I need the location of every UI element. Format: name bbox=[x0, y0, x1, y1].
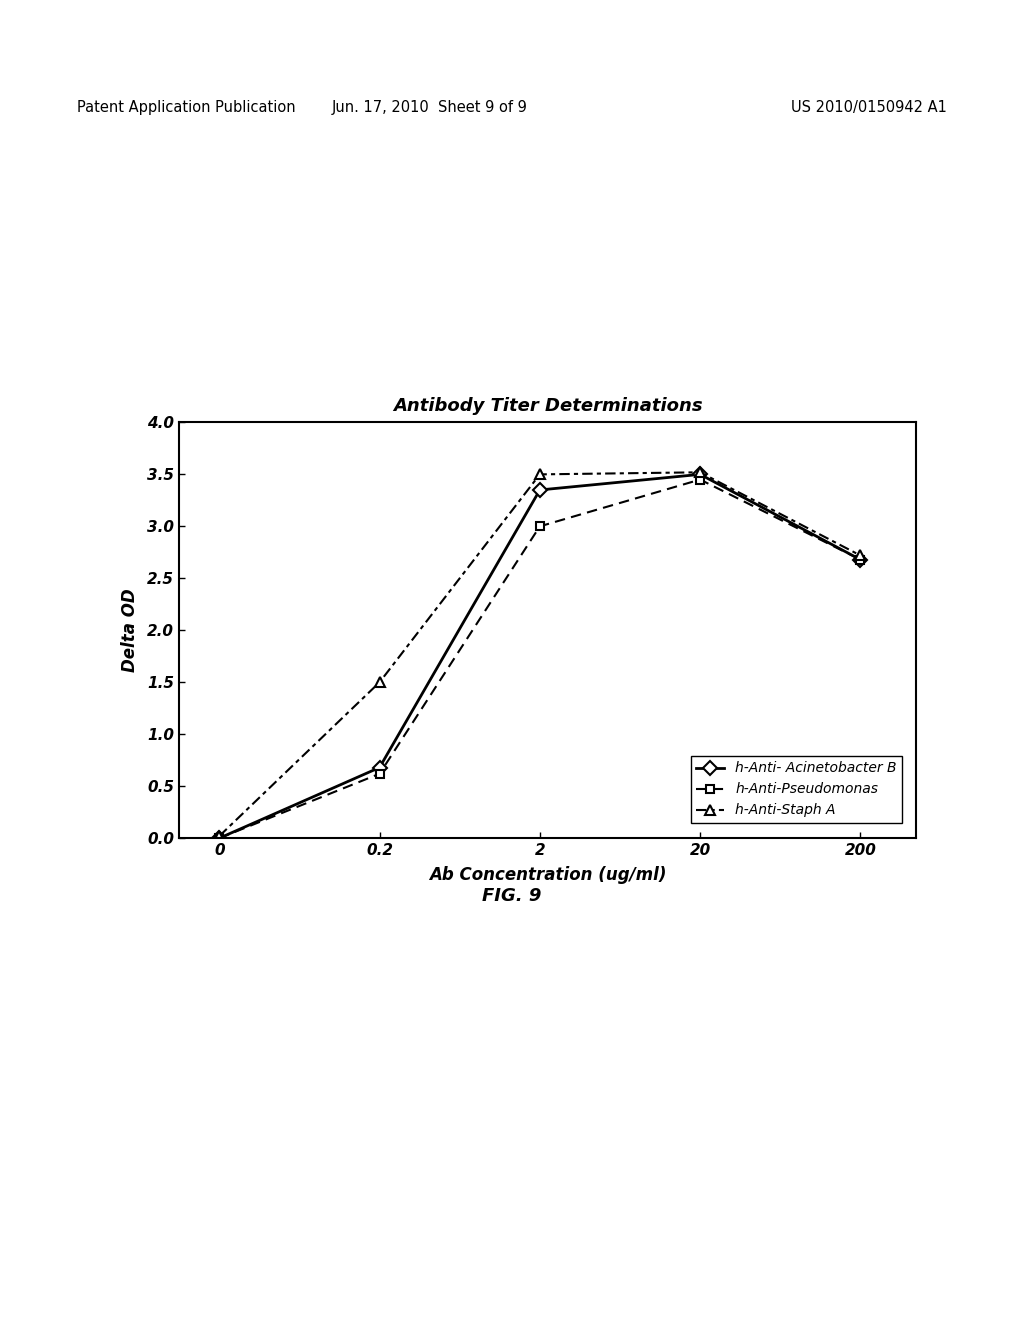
h-Anti-Staph A bbox=[213, 828, 225, 843]
Line: h-Anti-Staph A: h-Anti-Staph A bbox=[214, 467, 865, 841]
h-Anti- Acinetobacter B bbox=[213, 830, 225, 846]
Title: Antibody Titer Determinations: Antibody Titer Determinations bbox=[393, 397, 702, 416]
h-Anti-Pseudomonas bbox=[374, 766, 386, 781]
h-Anti- Acinetobacter B bbox=[694, 466, 707, 482]
h-Anti-Staph A bbox=[694, 465, 707, 480]
Line: h-Anti- Acinetobacter B: h-Anti- Acinetobacter B bbox=[214, 470, 865, 843]
h-Anti-Pseudomonas bbox=[213, 830, 225, 846]
Text: US 2010/0150942 A1: US 2010/0150942 A1 bbox=[792, 100, 947, 115]
h-Anti-Pseudomonas bbox=[694, 471, 707, 487]
Text: Jun. 17, 2010  Sheet 9 of 9: Jun. 17, 2010 Sheet 9 of 9 bbox=[332, 100, 528, 115]
h-Anti-Staph A bbox=[854, 548, 866, 564]
h-Anti-Staph A bbox=[534, 466, 546, 482]
Line: h-Anti-Pseudomonas: h-Anti-Pseudomonas bbox=[215, 475, 864, 842]
Y-axis label: Delta OD: Delta OD bbox=[121, 589, 139, 672]
h-Anti-Pseudomonas bbox=[534, 519, 546, 535]
h-Anti- Acinetobacter B bbox=[534, 482, 546, 498]
h-Anti-Pseudomonas bbox=[854, 552, 866, 568]
X-axis label: Ab Concentration (ug/ml): Ab Concentration (ug/ml) bbox=[429, 866, 667, 884]
h-Anti-Staph A bbox=[374, 675, 386, 690]
h-Anti- Acinetobacter B bbox=[854, 552, 866, 568]
Text: FIG. 9: FIG. 9 bbox=[482, 887, 542, 906]
Text: Patent Application Publication: Patent Application Publication bbox=[77, 100, 296, 115]
h-Anti- Acinetobacter B bbox=[374, 759, 386, 775]
Legend: h-Anti- Acinetobacter B, h-Anti-Pseudomonas, h-Anti-Staph A: h-Anti- Acinetobacter B, h-Anti-Pseudomo… bbox=[690, 756, 902, 822]
